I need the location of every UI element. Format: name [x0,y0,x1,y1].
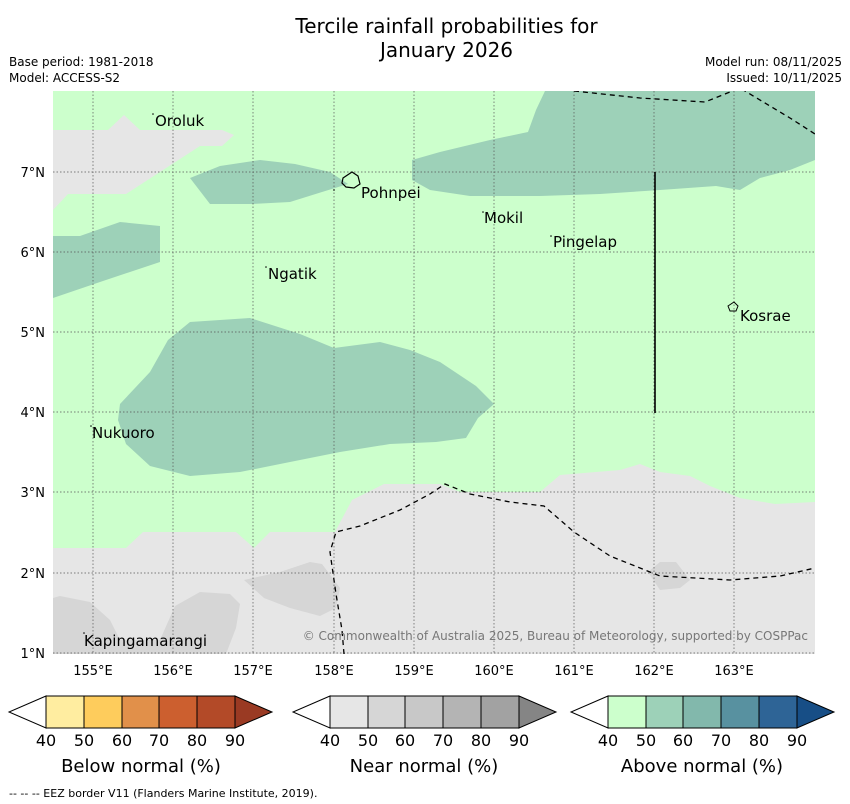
place-label-ngatik: Ngatik [268,265,317,283]
lon-label: 158°E [314,664,354,679]
cb-above-tick: 70 [711,731,731,750]
colorbar-below-bin [158,695,198,729]
model-text: Model: ACCESS-S2 [9,71,121,85]
cb-below-tick: 80 [187,731,207,750]
place-label-mokil: Mokil [484,209,523,227]
colorbar-below-bin [121,695,160,729]
eez-borders [329,91,815,654]
kosrae-island-outline [727,301,739,312]
lon-label: 163°E [714,664,754,679]
cb-below-tick: 70 [149,731,169,750]
cb-below-tick: 60 [112,731,132,750]
colorbar-titles: Below normal (%) Near normal (%) Above n… [61,756,783,777]
colorbar-above-extend-low [569,695,609,729]
colorbar-below-bin [83,695,123,729]
near-normal-region-south [53,464,815,654]
colorbar-above-bin [682,695,722,729]
pohnpei-island-outline [341,171,361,189]
above-normal-mid-west [53,222,160,298]
lat-label: 7°N [21,166,46,181]
longitude-labels: 155°E 156°E 157°E 158°E 159°E 160°E 161°… [73,664,754,679]
near-normal-mid-southeast [648,562,690,590]
lat-label: 2°N [21,567,46,582]
colorbar-near-extend-high [518,695,558,729]
lon-label: 159°E [394,664,434,679]
copyright-text: © Commonwealth of Australia 2025, Bureau… [303,629,808,643]
lat-label: 3°N [21,486,46,501]
cb-above-tick: 40 [598,731,618,750]
cb-near-tick: 60 [395,731,415,750]
latitude-labels: 7°N 6°N 5°N 4°N 3°N 2°N 1°N [21,166,46,662]
colorbar-near-extend-low [291,695,331,729]
lon-label: 162°E [634,664,674,679]
cb-near-title: Near normal (%) [350,756,499,777]
colorbar-above-bin [720,695,760,729]
colorbar-near-bin [329,695,369,729]
cb-below-tick: 50 [74,731,94,750]
lon-label: 160°E [474,664,514,679]
cb-near-tick: 40 [320,731,340,750]
above-normal-mid-central [118,318,494,476]
map-title-line1: Tercile rainfall probabilities for [295,14,598,38]
cb-near-tick: 90 [509,731,529,750]
lat-label: 6°N [21,246,46,261]
issued-text: Issued: 10/11/2025 [726,71,842,85]
near-normal-mid-south [244,562,340,616]
place-label-nukuoro: Nukuoro [92,424,155,442]
cb-near-tick: 70 [433,731,453,750]
place-label-oroluk: Oroluk [155,112,204,130]
lon-label: 161°E [554,664,594,679]
lat-label: 5°N [21,326,46,341]
eez-footnote: -- -- -- EEZ border V11 (Flanders Marine… [9,787,317,800]
cb-near-tick: 80 [471,731,491,750]
cb-near-tick: 50 [358,731,378,750]
near-normal-region-north [53,115,234,210]
cb-above-tick: 60 [673,731,693,750]
map-title-line2: January 2026 [379,38,514,62]
model-run-text: Model run: 08/11/2025 [704,55,842,69]
colorbar-above-extend-high [796,695,836,729]
map-gridlines [53,91,815,654]
colorbar-near-bin [367,695,406,729]
colorbar-above-bin [645,695,684,729]
colorbar-tick-labels: 40 50 60 70 80 90 40 50 60 70 80 90 40 5… [36,731,807,750]
near-normal-mid-southwest [53,592,240,654]
colorbar-below-bin [196,695,236,729]
cb-below-tick: 90 [225,731,245,750]
colorbar-below-bin [45,695,85,729]
cb-above-tick: 90 [787,731,807,750]
lat-label: 4°N [21,406,46,421]
cb-above-title: Above normal (%) [621,756,783,777]
colorbar-above-bin [607,695,647,729]
lat-label: 1°N [21,647,46,662]
place-label-kapingamarangi: Kapingamarangi [84,632,207,650]
lon-label: 157°E [233,664,273,679]
colorbar-below-extend-high [234,695,274,729]
cb-above-tick: 50 [636,731,656,750]
colorbar-near-normal [291,695,558,729]
above-normal-mid-pohnpei [190,160,348,204]
cb-above-tick: 80 [749,731,769,750]
map-plot-area: Oroluk Pohnpei Mokil Pingelap Ngatik Kos… [53,91,815,654]
atoll-markers [83,113,720,634]
colorbar-above-bin [758,695,798,729]
cb-below-tick: 40 [36,731,56,750]
colorbar-near-bin [480,695,520,729]
colorbar-below-normal [7,695,274,729]
place-label-kosrae: Kosrae [740,307,791,325]
colorbar-near-bin [442,695,482,729]
colorbar-near-bin [404,695,444,729]
place-label-pohnpei: Pohnpei [361,184,421,202]
lon-label: 156°E [153,664,193,679]
above-normal-mid-northeast [412,91,815,196]
cb-below-title: Below normal (%) [61,756,221,777]
place-label-pingelap: Pingelap [553,233,617,251]
base-period-text: Base period: 1981-2018 [9,55,154,69]
colorbar-above-normal [569,695,836,729]
colorbar-below-extend-low [7,695,47,729]
lon-label: 155°E [73,664,113,679]
